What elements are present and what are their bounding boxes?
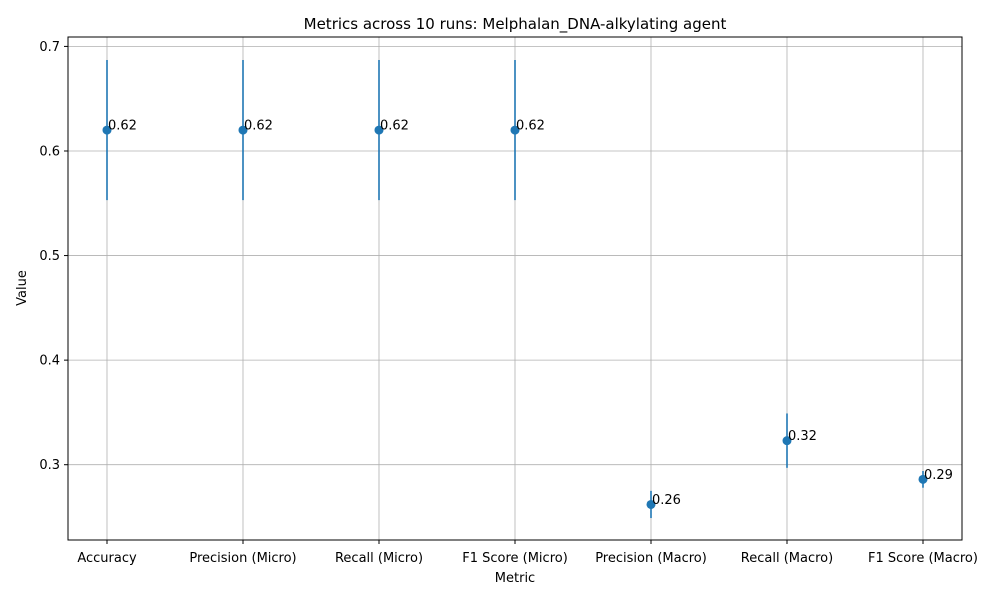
x-tick-label: Recall (Macro) (741, 551, 833, 566)
data-label: 0.32 (788, 429, 817, 444)
data-point (102, 125, 112, 135)
x-tick-label: Precision (Macro) (595, 551, 707, 566)
data-point (918, 474, 928, 484)
x-axis-ticks: Accuracy Precision (Micro) Recall (Micro) F… (77, 540, 978, 566)
y-axis-ticks: 0.3 0.4 0.5 0.6 0.7 (39, 40, 68, 473)
data-point (646, 499, 656, 509)
data-label: 0.29 (924, 468, 953, 483)
x-tick-label: Recall (Micro) (335, 551, 423, 566)
y-tick-label: 0.7 (39, 40, 60, 55)
data-label: 0.62 (380, 119, 409, 134)
data-point (510, 125, 520, 135)
data-label-layer: 0.62 0.62 0.62 0.62 0.26 0.32 0.29 (108, 119, 953, 508)
chart-title: Metrics across 10 runs: Melphalan_DNA-al… (304, 15, 727, 34)
point-layer (102, 125, 928, 509)
y-axis-title: Value (15, 270, 30, 306)
data-label: 0.62 (244, 119, 273, 134)
y-tick-label: 0.5 (39, 249, 60, 264)
x-tick-label: Precision (Micro) (189, 551, 296, 566)
x-axis-title: Metric (495, 571, 535, 586)
x-tick-label: F1 Score (Macro) (868, 551, 978, 566)
data-point (374, 125, 384, 135)
data-label: 0.62 (516, 119, 545, 134)
y-tick-label: 0.4 (39, 354, 60, 369)
x-tick-label: Accuracy (77, 551, 137, 566)
data-label: 0.62 (108, 119, 137, 134)
data-point (238, 125, 248, 135)
x-tick-label: F1 Score (Micro) (462, 551, 568, 566)
y-tick-label: 0.3 (39, 458, 60, 473)
data-point (782, 436, 792, 446)
y-tick-label: 0.6 (39, 144, 60, 159)
data-label: 0.26 (652, 493, 681, 508)
